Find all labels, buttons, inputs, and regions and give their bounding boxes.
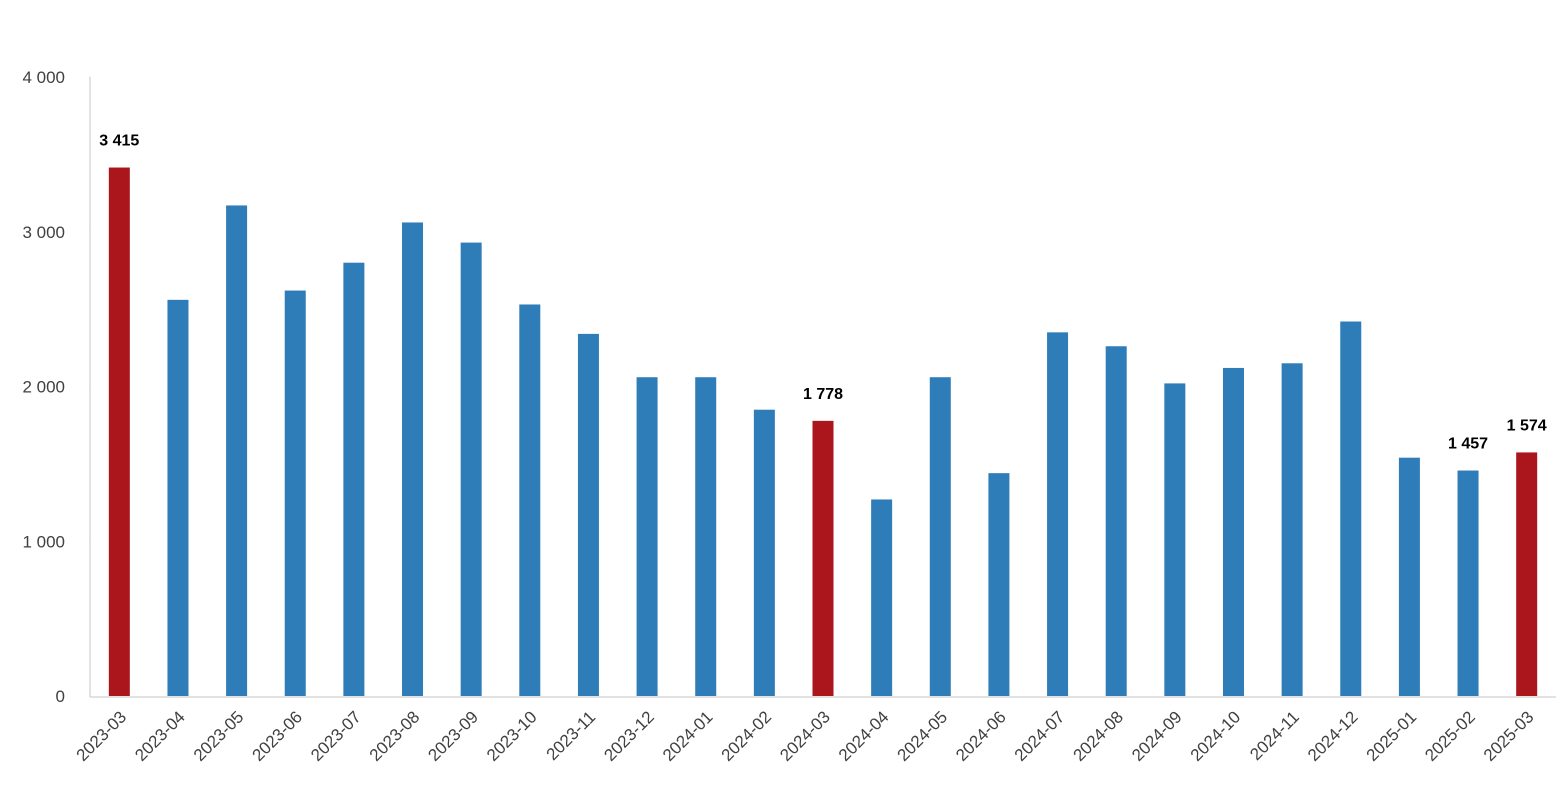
x-tick-label: 2024-10 <box>1187 707 1245 765</box>
y-tick-label: 1 000 <box>22 532 65 551</box>
value-label: 1 457 <box>1448 436 1488 453</box>
x-tick-label: 2023-11 <box>543 707 600 764</box>
x-tick-label: 2023-06 <box>249 707 307 765</box>
x-tick-label: 2023-08 <box>366 707 424 765</box>
x-tick-label: 2023-10 <box>483 707 541 765</box>
x-tick-label: 2024-05 <box>894 707 952 765</box>
bar <box>226 205 248 696</box>
value-label: 1 778 <box>803 386 843 403</box>
bar <box>1047 332 1069 696</box>
x-tick-label: 2023-07 <box>307 707 365 765</box>
x-tick-label: 2024-08 <box>1069 707 1127 765</box>
bar <box>695 377 717 696</box>
x-tick-label: 2023-04 <box>131 707 189 765</box>
bar <box>577 333 599 696</box>
bar <box>1281 363 1303 696</box>
x-tick-label: 2025-02 <box>1421 707 1479 765</box>
bar <box>402 222 424 696</box>
bar <box>812 420 834 696</box>
bar <box>343 262 365 696</box>
x-tick-label: 2024-01 <box>659 707 717 765</box>
x-tick-label: 2025-03 <box>1480 707 1538 765</box>
y-tick-label: 4 000 <box>22 68 65 87</box>
x-tick-label: 2023-12 <box>600 707 658 765</box>
x-tick-label: 2024-02 <box>718 707 776 765</box>
bar <box>1398 457 1420 696</box>
x-tick-label: 2024-04 <box>835 707 893 765</box>
x-tick-label: 2025-01 <box>1363 707 1421 765</box>
bar <box>1105 346 1127 696</box>
x-tick-label: 2024-07 <box>1011 707 1069 765</box>
bar <box>284 290 306 696</box>
x-tick-label: 2023-03 <box>73 707 131 765</box>
bar <box>1222 367 1244 696</box>
y-tick-label: 3 000 <box>22 223 65 242</box>
value-label: 3 415 <box>99 133 139 150</box>
x-tick-label: 2024-11 <box>1246 707 1303 764</box>
bar <box>1164 383 1186 696</box>
bar <box>929 377 951 696</box>
bar <box>871 499 893 696</box>
bar <box>167 299 189 696</box>
x-tick-label: 2024-09 <box>1128 707 1186 765</box>
value-label: 1 574 <box>1507 417 1547 434</box>
bar <box>108 167 130 696</box>
bar <box>460 242 482 696</box>
y-tick-label: 2 000 <box>22 378 65 397</box>
x-tick-label: 2023-05 <box>190 707 248 765</box>
bar <box>519 304 541 696</box>
bar <box>636 377 658 696</box>
bar <box>1457 470 1479 696</box>
x-tick-label: 2023-09 <box>424 707 482 765</box>
y-tick-label: 0 <box>56 687 65 706</box>
x-tick-label: 2024-06 <box>952 707 1010 765</box>
bar <box>988 473 1010 696</box>
x-tick-label: 2024-03 <box>776 707 834 765</box>
x-tick-label: 2024-12 <box>1304 707 1362 765</box>
bar <box>753 409 775 696</box>
bar <box>1516 452 1538 696</box>
bar <box>1340 321 1362 696</box>
